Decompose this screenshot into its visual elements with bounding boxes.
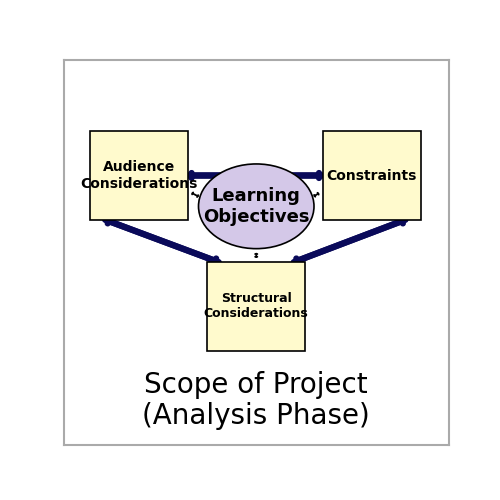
Ellipse shape: [198, 164, 314, 248]
Text: Constraints: Constraints: [326, 168, 417, 182]
Text: Structural
Considerations: Structural Considerations: [204, 292, 308, 320]
Text: Scope of Project: Scope of Project: [144, 372, 368, 400]
FancyBboxPatch shape: [322, 131, 421, 220]
Text: (Analysis Phase): (Analysis Phase): [142, 402, 370, 430]
Text: Learning
Objectives: Learning Objectives: [203, 187, 310, 226]
FancyBboxPatch shape: [90, 131, 188, 220]
Text: Audience
Considerations: Audience Considerations: [80, 160, 198, 190]
FancyBboxPatch shape: [207, 262, 306, 350]
